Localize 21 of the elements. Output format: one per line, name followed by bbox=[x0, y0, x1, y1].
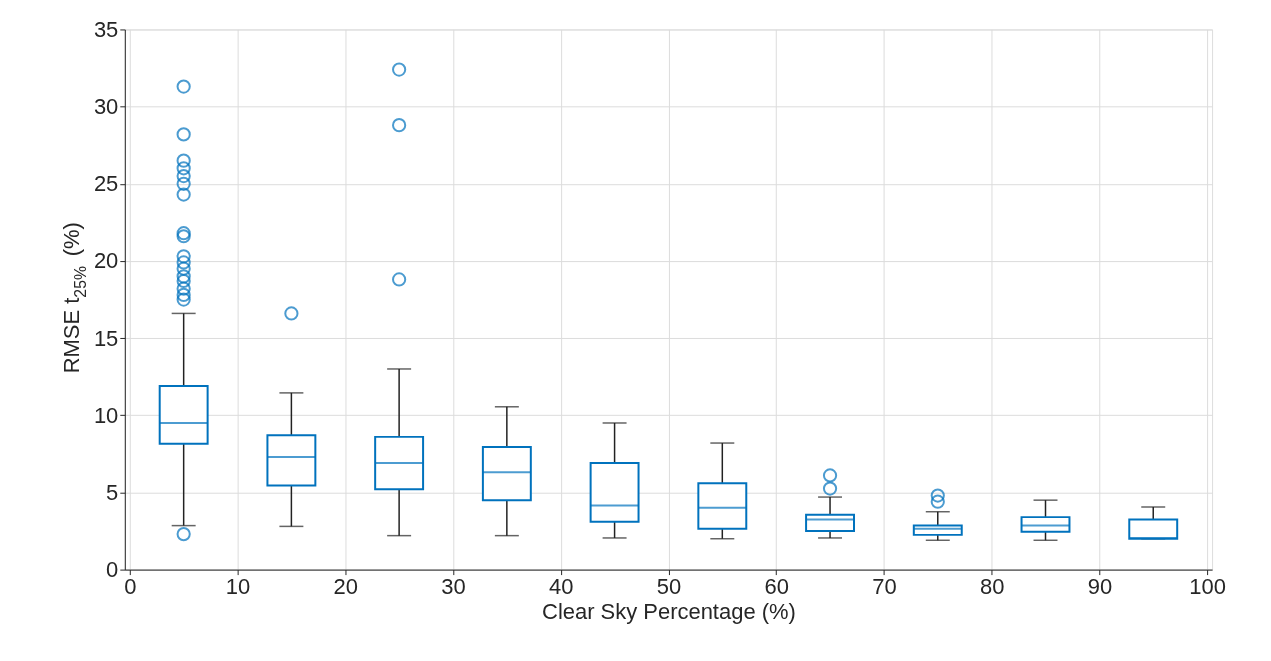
y-tick-label: 0 bbox=[106, 557, 119, 583]
y-tick-label: 30 bbox=[93, 94, 119, 120]
x-tick-label: 0 bbox=[124, 574, 137, 600]
x-tick-label: 50 bbox=[656, 574, 682, 600]
y-tick-label: 35 bbox=[93, 16, 119, 42]
x-axis-title: Clear Sky Percentage (%) bbox=[542, 599, 796, 625]
x-tick-label: 70 bbox=[872, 574, 897, 600]
y-tick-label: 25 bbox=[93, 171, 119, 197]
y-tick-label: 15 bbox=[93, 325, 119, 351]
x-tick-label: 60 bbox=[764, 574, 789, 600]
x-tick-label: 90 bbox=[1087, 574, 1113, 600]
x-tick-label: 30 bbox=[441, 574, 466, 600]
x-tick-label: 80 bbox=[979, 574, 1005, 600]
y-axis-title: RMSE t25% (%) bbox=[58, 222, 89, 374]
y-tick-label: 20 bbox=[93, 248, 119, 274]
x-tick-label: 10 bbox=[225, 574, 251, 600]
x-tick-label: 40 bbox=[549, 574, 574, 600]
x-tick-label: 100 bbox=[1189, 574, 1226, 600]
y-tick-label: 5 bbox=[106, 479, 119, 505]
x-tick-label: 20 bbox=[333, 574, 358, 600]
y-tick-label: 10 bbox=[93, 402, 119, 428]
